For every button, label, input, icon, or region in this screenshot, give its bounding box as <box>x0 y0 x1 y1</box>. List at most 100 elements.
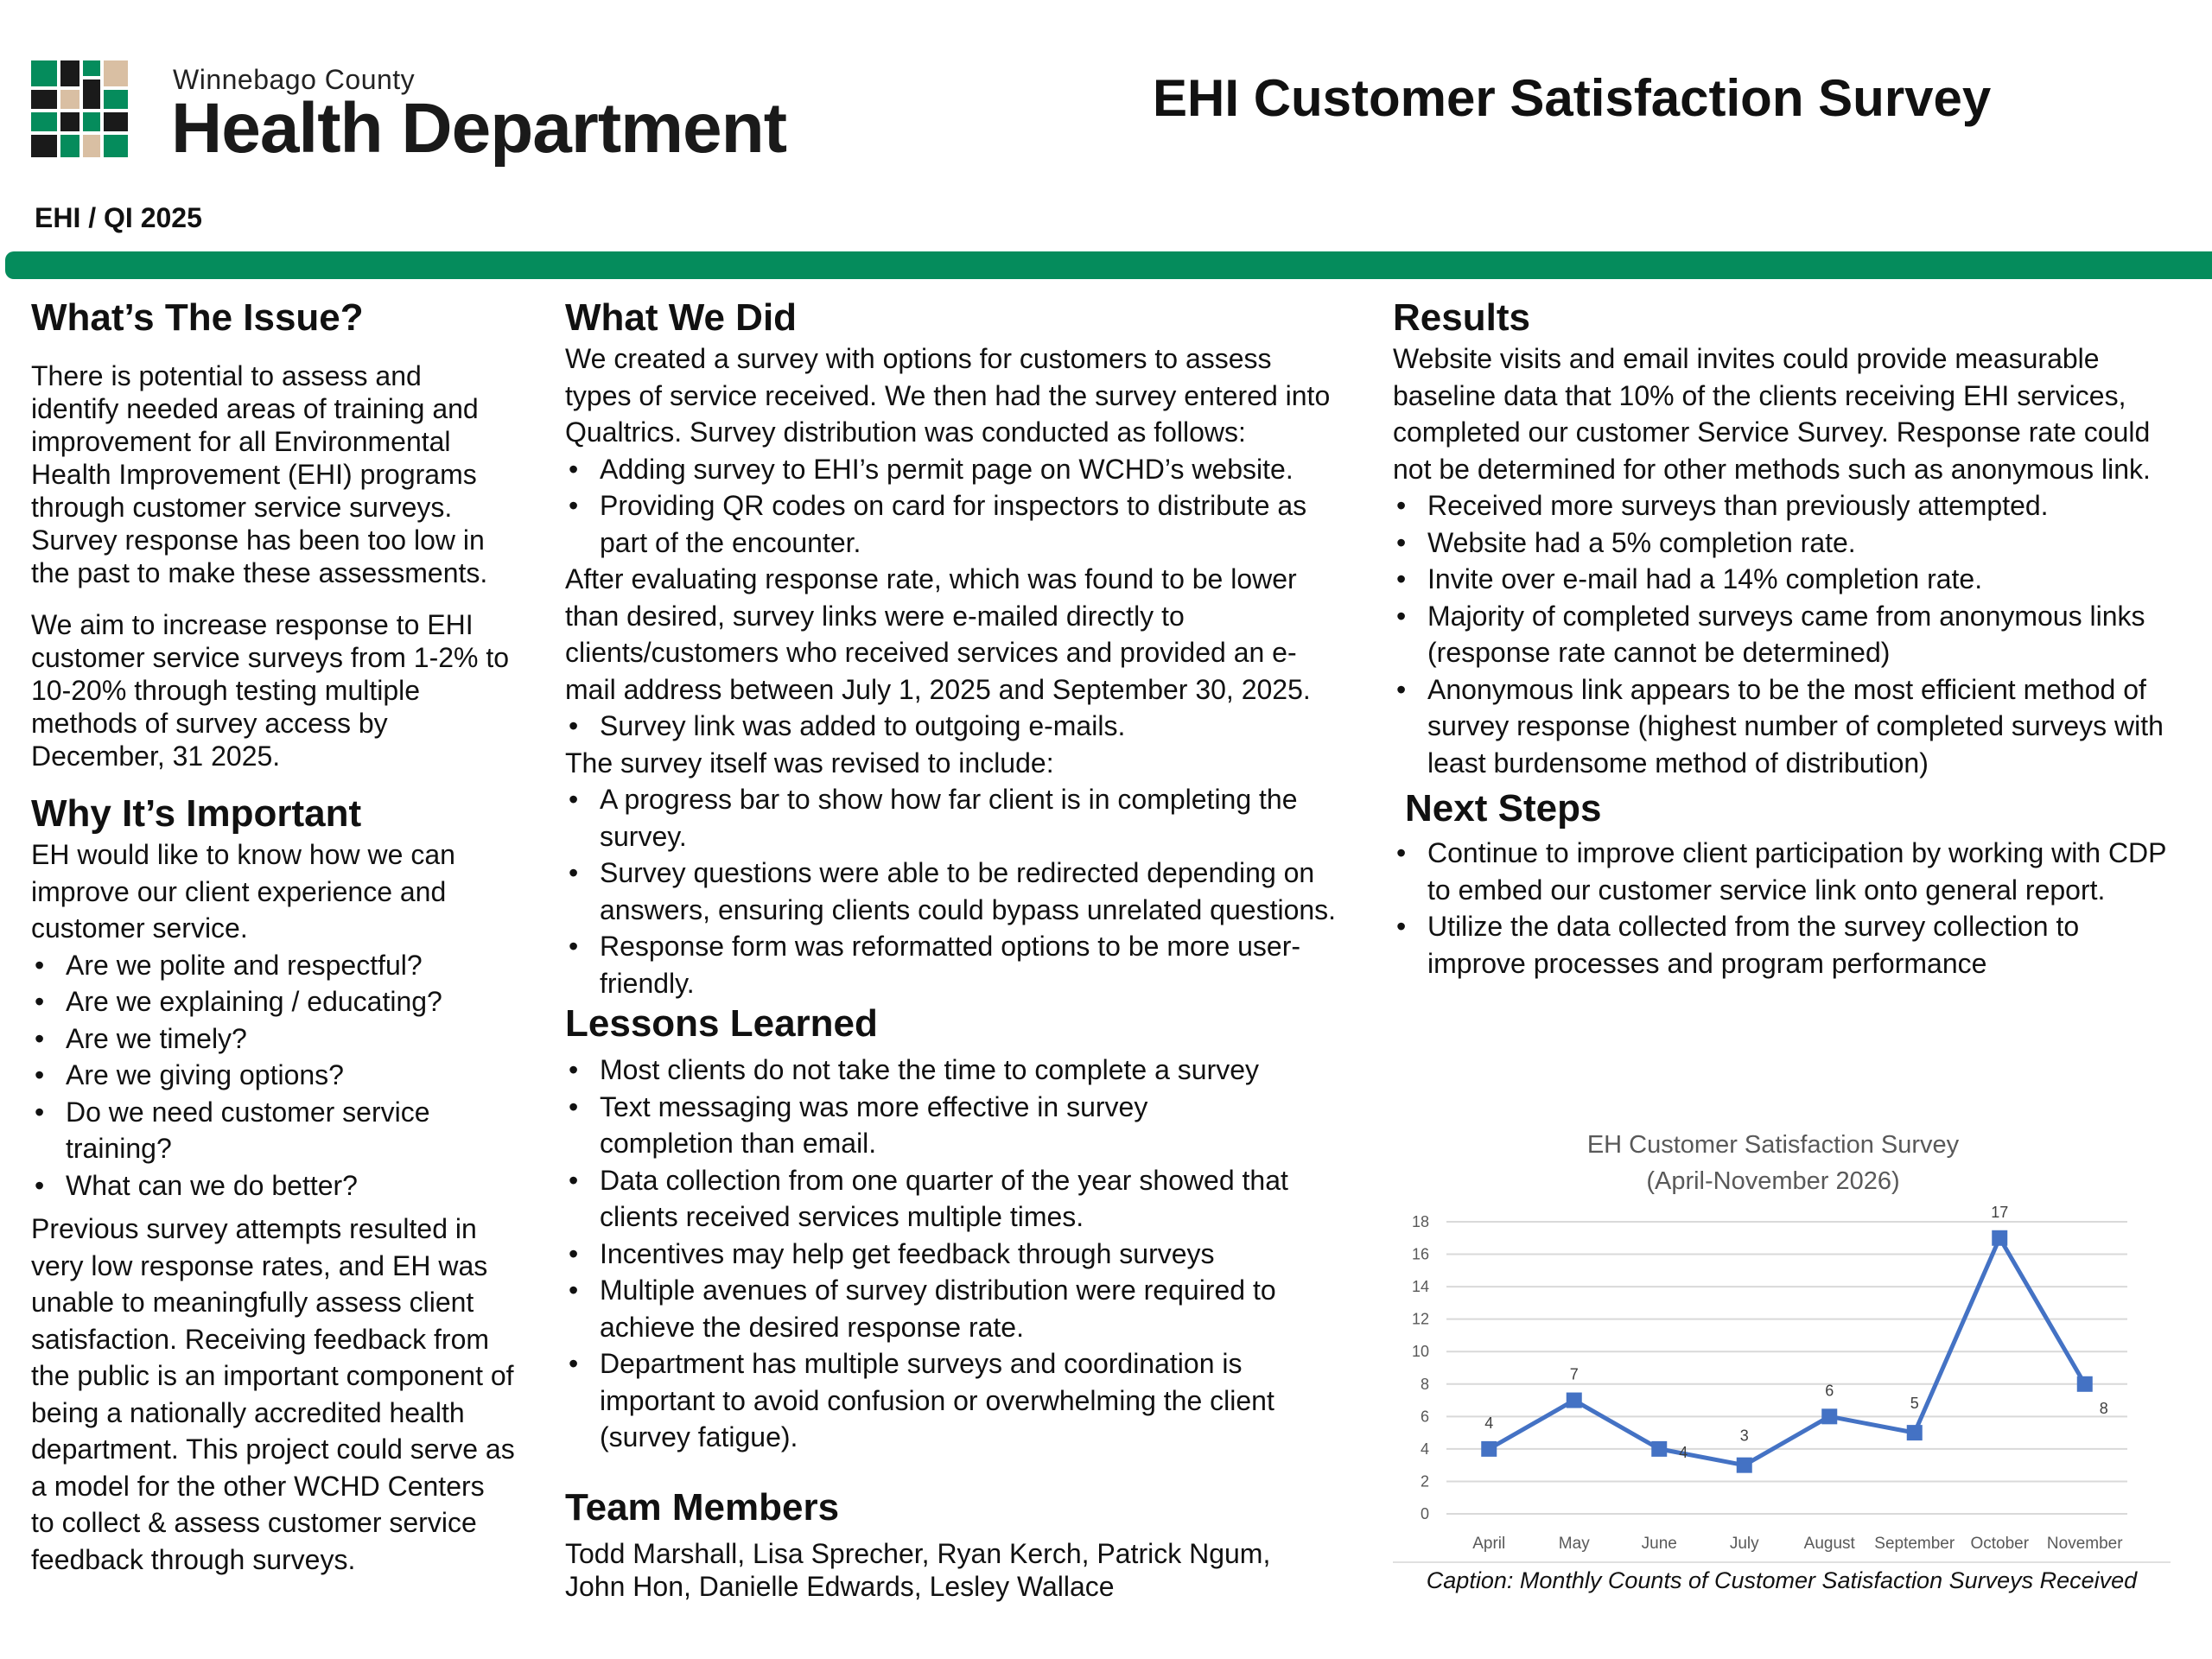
data-point <box>1566 1392 1582 1408</box>
data-point <box>1992 1230 2008 1246</box>
team-names: Todd Marshall, Lisa Sprecher, Ryan Kerch… <box>565 1537 1271 1602</box>
chart-series: 4 7 4 3 6 5 17 8 <box>1481 1204 2108 1473</box>
chart-y-axis: 0 2 4 6 8 10 12 14 16 18 <box>1412 1213 1429 1522</box>
x-tick-label: September <box>1874 1535 1955 1553</box>
list-item: Majority of completed surveys came from … <box>1393 598 2171 671</box>
list-item: Are we timely? <box>31 1020 515 1058</box>
middle-column: What We Did We created a survey with opt… <box>565 296 1343 1603</box>
x-tick-label: April <box>1472 1535 1505 1553</box>
did-revised: The survey itself was revised to include… <box>565 747 1054 779</box>
did-revision-list: A progress bar to show how far client is… <box>565 781 1343 1001</box>
important-question-list: Are we polite and respectful? Are we exp… <box>31 947 515 1205</box>
data-label: 3 <box>1740 1427 1749 1445</box>
results-list: Received more surveys than previously at… <box>1393 487 2171 781</box>
y-tick-label: 10 <box>1412 1343 1429 1360</box>
list-item: Text messaging was more effective in sur… <box>565 1089 1153 1162</box>
list-item: Multiple avenues of survey distribution … <box>565 1272 1308 1345</box>
data-label: 6 <box>1825 1382 1834 1399</box>
list-item: Incentives may help get feedback through… <box>565 1236 1308 1273</box>
list-item: Are we giving options? <box>31 1057 515 1094</box>
team-heading: Team Members <box>565 1485 840 1529</box>
org-subtitle: Winnebago County <box>173 64 416 95</box>
important-heading: Why It’s Important <box>31 792 362 835</box>
did-email-list: Survey link was added to outgoing e-mail… <box>565 708 1343 745</box>
y-tick-label: 0 <box>1421 1505 1429 1522</box>
x-tick-label: October <box>1970 1535 2029 1553</box>
list-item: Providing QR codes on card for inspector… <box>565 487 1343 561</box>
list-item: What can we do better? <box>31 1167 515 1205</box>
list-item: Most clients do not take the time to com… <box>565 1052 1308 1089</box>
list-item: Data collection from one quarter of the … <box>565 1162 1308 1236</box>
y-tick-label: 4 <box>1421 1440 1429 1458</box>
list-item: Do we need customer service training? <box>31 1094 515 1167</box>
list-item: Continue to improve client participation… <box>1393 835 2171 908</box>
survey-count-line-chart: EH Customer Satisfaction Survey (April-N… <box>1393 1131 2171 1563</box>
series-line <box>1488 1236 2087 1468</box>
did-intro: We created a survey with options for cus… <box>565 343 1331 448</box>
left-column: What’s The Issue? There is potential to … <box>31 296 515 1578</box>
list-item: Are we polite and respectful? <box>31 947 515 984</box>
next-steps-list: Continue to improve client participation… <box>1393 835 2171 982</box>
data-point <box>1481 1440 1497 1457</box>
chart-title: EH Customer Satisfaction Survey <box>1587 1131 1960 1159</box>
y-tick-label: 16 <box>1412 1246 1429 1263</box>
list-item: Adding survey to EHI’s permit page on WC… <box>565 451 1343 488</box>
list-item: Survey questions were able to be redirec… <box>565 855 1343 928</box>
data-point <box>1651 1440 1668 1457</box>
x-tick-label: August <box>1804 1535 1856 1553</box>
lessons-heading: Lessons Learned <box>565 1002 878 1045</box>
chart-subtitle: (April-November 2026) <box>1646 1167 1899 1195</box>
y-tick-label: 6 <box>1421 1408 1429 1425</box>
x-tick-label: May <box>1559 1535 1590 1553</box>
list-item: Anonymous link appears to be the most ef… <box>1393 671 2171 782</box>
list-item: Website had a 5% completion rate. <box>1393 524 2171 562</box>
page-title: EHI Customer Satisfaction Survey <box>1153 69 1992 127</box>
y-tick-label: 2 <box>1421 1472 1429 1490</box>
important-closing: Previous survey attempts resulted in ver… <box>31 1213 515 1575</box>
project-tag: EHI / QI 2025 <box>35 202 202 233</box>
right-column: Results Website visits and email invites… <box>1393 296 2171 982</box>
did-distribution-list: Adding survey to EHI’s permit page on WC… <box>565 451 1343 562</box>
health-department-logo-icon <box>31 60 128 157</box>
y-tick-label: 18 <box>1412 1213 1429 1230</box>
data-label: 4 <box>1484 1414 1493 1432</box>
next-heading: Next Steps <box>1405 787 1602 830</box>
list-item: Are we explaining / educating? <box>31 983 515 1020</box>
results-heading: Results <box>1393 296 1530 339</box>
list-item: Department has multiple surveys and coor… <box>565 1345 1308 1456</box>
list-item: Invite over e-mail had a 14% completion … <box>1393 561 2171 598</box>
org-name: Health Department <box>171 89 787 168</box>
chart-caption: Caption: Monthly Counts of Customer Sati… <box>1426 1567 2138 1593</box>
y-tick-label: 8 <box>1421 1376 1429 1393</box>
list-item: Survey link was added to outgoing e-mail… <box>565 708 1343 745</box>
data-point <box>2076 1376 2093 1392</box>
x-tick-label: July <box>1730 1535 1759 1553</box>
did-middle: After evaluating response rate, which wa… <box>565 563 1311 705</box>
chart-x-axis: April May June July August September October No… <box>1472 1535 2123 1553</box>
data-point <box>1821 1408 1838 1425</box>
x-tick-label: June <box>1642 1535 1677 1553</box>
list-item: Received more surveys than previously at… <box>1393 487 2171 524</box>
list-item: Utilize the data collected from the surv… <box>1393 908 2171 982</box>
important-intro: EH would like to know how we can improve… <box>31 839 455 944</box>
data-point <box>1906 1425 1923 1441</box>
list-item: Response form was reformatted options to… <box>565 928 1343 1001</box>
data-label: 7 <box>1570 1366 1579 1383</box>
data-point <box>1736 1457 1752 1473</box>
x-tick-label: November <box>2047 1535 2123 1553</box>
results-intro: Website visits and email invites could p… <box>1393 343 2151 485</box>
data-label: 8 <box>2100 1400 2108 1417</box>
data-label: 4 <box>1679 1444 1688 1461</box>
issue-paragraph-1: There is potential to assess and identif… <box>31 360 488 588</box>
list-item: A progress bar to show how far client is… <box>565 781 1343 855</box>
y-tick-label: 14 <box>1412 1278 1429 1295</box>
data-label: 17 <box>1991 1204 2008 1221</box>
issue-heading: What’s The Issue? <box>31 296 364 339</box>
data-label: 5 <box>1910 1395 1919 1412</box>
y-tick-label: 12 <box>1412 1311 1429 1328</box>
did-heading: What We Did <box>565 296 798 339</box>
lessons-list: Most clients do not take the time to com… <box>565 1052 1308 1456</box>
chart-gridlines <box>1446 1221 2127 1515</box>
issue-paragraph-2: We aim to increase response to EHI custo… <box>31 609 510 772</box>
header-divider-bar <box>5 251 2212 279</box>
